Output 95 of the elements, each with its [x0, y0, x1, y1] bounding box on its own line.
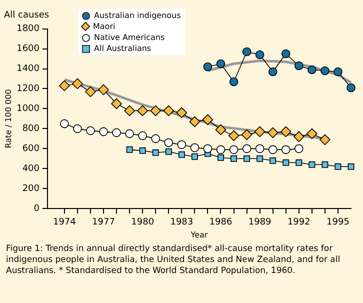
x-tick-label: 1983: [170, 217, 194, 228]
point: [203, 144, 212, 154]
point: [139, 147, 146, 154]
y-tick-label: 600: [22, 144, 40, 154]
point: [112, 128, 121, 138]
point: [334, 163, 342, 170]
point: [241, 129, 252, 140]
point: [150, 105, 162, 116]
legend-label: Australian indigenous: [94, 10, 181, 21]
x-tick-label: 1977: [92, 217, 115, 228]
point: [256, 155, 264, 162]
y-axis-title: Rate / 100 000: [4, 89, 13, 148]
point: [348, 163, 354, 170]
x-tick-label: 1986: [209, 217, 232, 228]
y-tick-label: 1600: [16, 44, 40, 54]
y-tick-label: 200: [22, 184, 40, 194]
point: [281, 49, 290, 58]
y-tick-label: 1200: [16, 84, 40, 94]
point: [178, 151, 185, 158]
point: [191, 153, 198, 160]
point: [293, 131, 304, 142]
point: [320, 66, 330, 76]
point: [73, 124, 82, 134]
x-tick-label: 1980: [131, 217, 154, 228]
point: [244, 155, 250, 162]
point: [124, 105, 135, 116]
x-tick-label: 1992: [287, 217, 310, 228]
x-tick-label: 1989: [248, 217, 272, 228]
point: [334, 67, 342, 76]
point: [203, 62, 212, 72]
point: [137, 105, 148, 116]
x-tick-label: 1974: [52, 217, 76, 228]
point: [308, 161, 316, 168]
point: [72, 78, 83, 90]
point: [216, 59, 226, 68]
point: [99, 127, 108, 136]
point: [229, 77, 238, 86]
legend-label: Maori: [93, 21, 116, 32]
point: [60, 119, 69, 128]
point: [98, 84, 109, 96]
point: [254, 126, 266, 138]
point: [138, 131, 147, 140]
y-tick-label: 400: [22, 164, 40, 174]
point: [190, 143, 200, 152]
point: [164, 138, 174, 148]
point: [230, 155, 237, 162]
point: [294, 61, 304, 70]
point: [151, 134, 160, 144]
point: [267, 127, 278, 138]
point: [270, 157, 276, 164]
point: [255, 144, 264, 154]
point: [280, 126, 292, 138]
point: [165, 148, 172, 155]
point: [308, 65, 316, 74]
point: [294, 144, 304, 154]
caption: Figure 1: Trends in annual directly standardised* all-cause mortality rates for indigenous people in Australia, the United States and New Zealand, and for all Australians. * Standardised to the World Standard Population, 1960.: [6, 244, 342, 277]
point: [346, 83, 356, 92]
point: [229, 145, 238, 154]
y-tick-label: 1800: [16, 24, 40, 34]
point: [59, 80, 70, 92]
point: [268, 145, 278, 154]
point: [282, 159, 290, 166]
y-tick-label: 1000: [16, 104, 40, 114]
point: [176, 107, 188, 118]
point: [85, 86, 96, 98]
point: [189, 116, 200, 128]
point: [322, 161, 328, 168]
point: [152, 149, 159, 156]
point: [255, 50, 264, 60]
point: [320, 134, 330, 146]
x-axis-title: Year: [190, 230, 208, 240]
point: [111, 98, 122, 110]
y-tick-label: 800: [22, 124, 40, 134]
point: [218, 154, 224, 161]
point: [126, 146, 133, 153]
point: [202, 114, 214, 126]
point: [163, 105, 174, 116]
chart-title: All causes: [4, 10, 50, 21]
y-tick-label: 1400: [16, 64, 40, 74]
point: [268, 67, 278, 76]
point: [242, 47, 252, 56]
legend-label: All Australians: [94, 43, 152, 54]
y-tick-label: 0: [34, 204, 40, 214]
point: [306, 128, 318, 140]
point: [296, 159, 302, 166]
point: [86, 126, 95, 136]
point: [242, 144, 252, 154]
point: [215, 124, 226, 136]
point: [216, 145, 226, 154]
point: [125, 129, 134, 138]
legend-label: Native Americans: [94, 32, 165, 43]
point: [177, 140, 186, 150]
x-tick-label: 1995: [326, 217, 350, 228]
point: [281, 145, 290, 154]
point: [228, 130, 240, 142]
